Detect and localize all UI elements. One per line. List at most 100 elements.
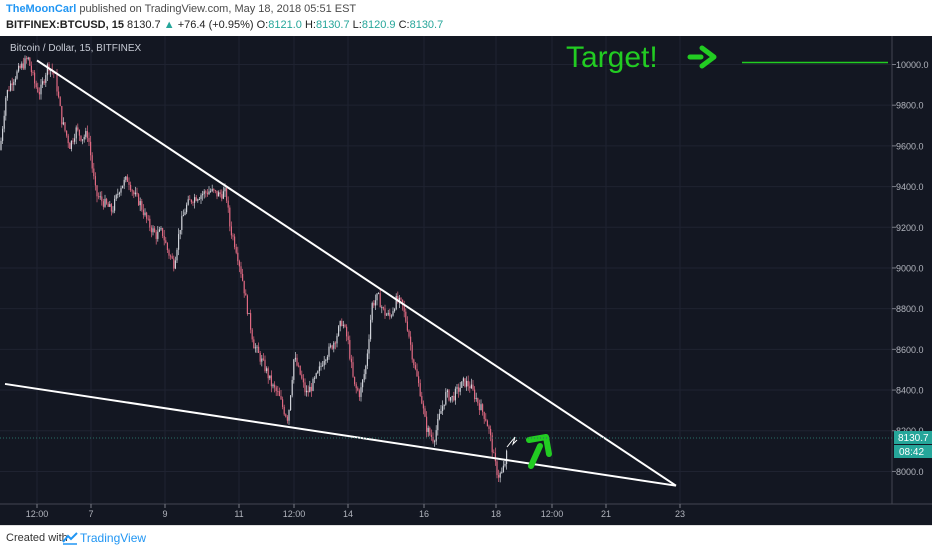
candle-body: [498, 475, 500, 478]
candle-body: [250, 313, 252, 330]
candle-body: [294, 357, 296, 360]
candle-body: [178, 234, 180, 250]
candle-body: [446, 390, 448, 393]
candle-body: [226, 188, 228, 201]
candle-body: [320, 365, 322, 367]
candle-body: [502, 465, 504, 472]
candle-body: [461, 381, 463, 388]
candle-body: [362, 379, 364, 388]
time-tick-label: 12:00: [26, 509, 49, 519]
candle-body: [40, 84, 42, 95]
candle-body: [134, 192, 136, 195]
trendlines: [4, 59, 888, 487]
candle-body: [248, 313, 250, 314]
close-label: C:: [398, 19, 410, 31]
candle-body: [467, 380, 469, 387]
footer: Created with TradingView: [0, 525, 932, 550]
candle-body: [390, 315, 392, 317]
candle-body: [16, 71, 18, 79]
candle-body: [504, 463, 506, 466]
candle-body: [77, 127, 79, 130]
candle-body: [414, 365, 416, 370]
candle-body: [93, 168, 95, 177]
candle-body: [160, 228, 162, 230]
last-price: 8130.7: [127, 19, 161, 31]
candle-body: [230, 226, 232, 236]
candle-body: [275, 387, 277, 392]
candle-body: [251, 329, 253, 340]
candle-body: [469, 386, 471, 389]
candle-body: [312, 379, 314, 391]
candle-body: [485, 418, 487, 421]
candle-body: [200, 195, 202, 199]
price-tick-label: 8600.0: [896, 345, 924, 355]
candle-body: [173, 258, 175, 269]
candle-body: [72, 140, 74, 142]
candle-body: [141, 201, 143, 210]
candle-body: [406, 321, 408, 331]
candle-body: [122, 185, 124, 189]
candle-body: [0, 140, 2, 150]
candle-body: [118, 192, 120, 195]
candle-body: [163, 235, 165, 241]
price-candles: [0, 55, 508, 483]
candle-body: [58, 91, 60, 98]
candle-body: [477, 398, 479, 404]
candle-body: [387, 312, 389, 315]
candle-body: [117, 194, 119, 195]
price-tick-label: 9000.0: [896, 263, 924, 273]
candle-body: [365, 365, 367, 375]
candle-body: [398, 297, 400, 302]
candle-body: [110, 204, 112, 212]
change-value: +76.4 (+0.95%): [177, 19, 254, 31]
candle-body: [288, 409, 290, 421]
author-link[interactable]: TheMoonCarl: [6, 3, 77, 15]
candle-body: [488, 426, 490, 429]
tradingview-logo-icon[interactable]: [62, 531, 78, 545]
candle-body: [486, 420, 488, 427]
candle-body: [162, 228, 164, 236]
candle-body: [267, 368, 269, 379]
candle-body: [107, 203, 109, 207]
candle-body: [22, 63, 24, 69]
candle-body: [499, 473, 501, 478]
candle-body: [11, 83, 13, 86]
candle-body: [402, 299, 404, 306]
candle-body: [205, 191, 207, 193]
chart-area[interactable]: 10000.0 9800.0 9600.0 9400.0 9200.0 9000.0 880…: [0, 36, 932, 525]
candle-body: [432, 436, 434, 442]
tradingview-brand-link[interactable]: TradingView: [80, 531, 147, 545]
candle-body: [464, 378, 466, 387]
candle-body: [454, 388, 456, 401]
candle-body: [283, 406, 285, 415]
candle-body: [154, 228, 156, 233]
candle-body: [506, 450, 508, 464]
candle-body: [392, 311, 394, 316]
candle-body: [424, 408, 426, 417]
candle-body: [43, 81, 45, 83]
candle-body: [434, 441, 436, 443]
candle-body: [278, 391, 280, 397]
candle-body: [38, 92, 40, 95]
price-tick-label: 8800.0: [896, 304, 924, 314]
candle-body: [150, 227, 152, 233]
candle-body: [190, 199, 192, 203]
countdown-label: 08:42: [899, 447, 924, 458]
candle-body: [349, 340, 351, 359]
candle-body: [179, 229, 181, 235]
price-axis-bg: [892, 36, 932, 504]
chart-svg[interactable]: 10000.0 9800.0 9600.0 9400.0 9200.0 9000.0 880…: [0, 36, 932, 525]
candle-body: [282, 399, 284, 407]
candle-body: [363, 374, 365, 380]
candle-body: [366, 353, 368, 366]
candle-body: [437, 418, 439, 431]
symbol-label: BITFINEX:BTCUSD, 15: [6, 19, 124, 31]
candle-body: [262, 358, 264, 360]
candle-body: [139, 201, 141, 206]
time-tick-label: 9: [162, 509, 167, 519]
candle-body: [456, 387, 458, 389]
candle-body: [18, 65, 20, 72]
candle-body: [195, 197, 197, 201]
candle-body: [397, 295, 399, 302]
candle-body: [272, 384, 274, 387]
